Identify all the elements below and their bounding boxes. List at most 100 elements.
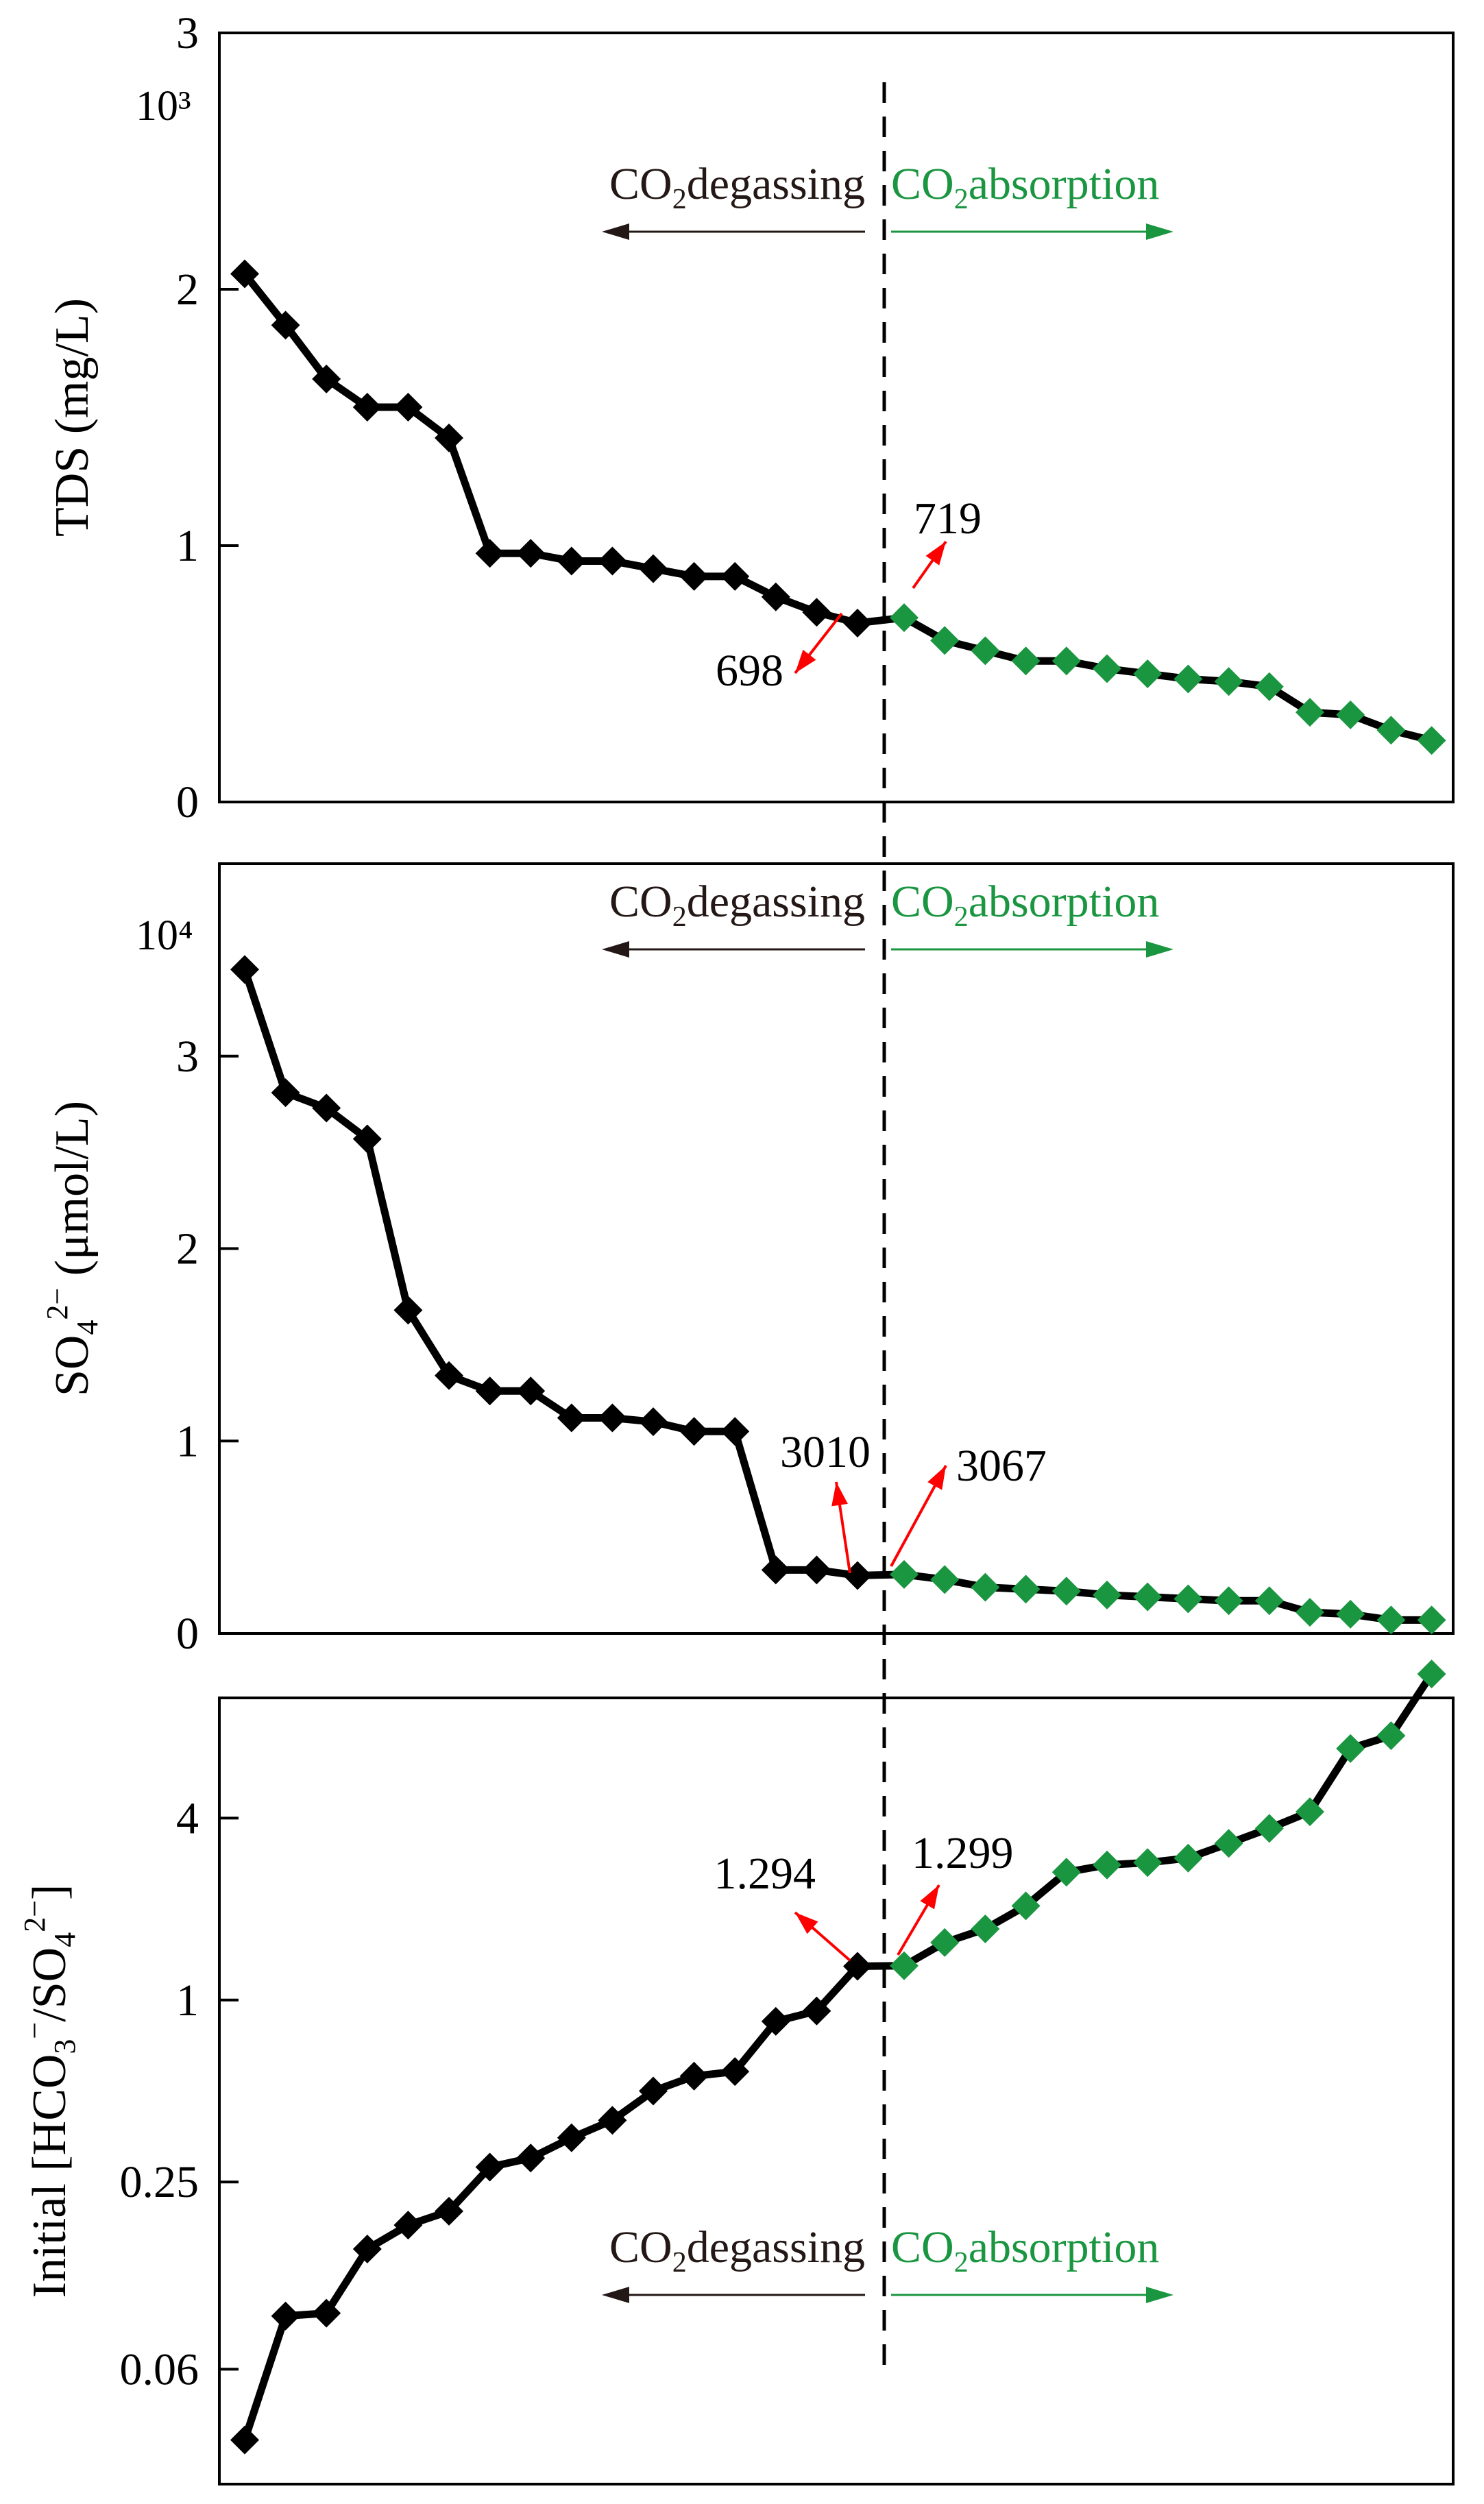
callout-arrowhead-left <box>795 1912 818 1934</box>
region-label-degassing: CO2degassing <box>609 877 865 933</box>
y-axis-label-sub: 4 <box>71 1320 104 1335</box>
data-point-absorption <box>1336 1599 1365 1629</box>
degassing-arrowhead <box>602 2287 629 2303</box>
data-point-degassing <box>679 561 709 591</box>
data-point-degassing <box>598 2106 627 2135</box>
data-point-absorption <box>1214 1586 1243 1616</box>
data-point-absorption <box>1214 1829 1243 1858</box>
region-label-absorption-sub: 2 <box>954 2247 969 2278</box>
data-point-degassing <box>230 2425 259 2455</box>
data-point-degassing <box>475 539 504 568</box>
callout-arrowhead-left <box>795 649 816 673</box>
data-point-absorption <box>1133 1582 1163 1612</box>
data-point-degassing <box>271 311 300 340</box>
absorption-arrowhead <box>1146 2287 1173 2303</box>
y-tick-label: 0.25 <box>120 2157 199 2207</box>
data-point-absorption <box>1011 1575 1041 1604</box>
callout-arrowhead-right <box>927 1466 946 1490</box>
data-point-absorption <box>1051 646 1081 676</box>
data-point-absorption <box>1093 1580 1121 1609</box>
region-label-absorption-sub: 2 <box>954 184 969 215</box>
data-point-degassing <box>802 1555 831 1585</box>
region-label-absorption: CO2absorption <box>891 159 1159 215</box>
region-label-absorption-rest: absorption <box>969 159 1160 209</box>
degassing-arrowhead <box>602 223 629 240</box>
region-label-absorption: CO2absorption <box>891 877 1159 933</box>
y-axis-label-part-6: 2− <box>18 1900 51 1932</box>
data-point-degassing <box>516 2143 546 2173</box>
data-point-degassing <box>312 2298 341 2328</box>
data-point-absorption <box>1417 1660 1446 1689</box>
callout-label-left: 698 <box>716 646 783 696</box>
data-point-degassing <box>475 2152 504 2182</box>
data-point-degassing <box>271 1078 300 1108</box>
data-point-absorption <box>1254 672 1284 701</box>
data-point-degassing <box>761 1555 790 1585</box>
region-label-absorption-rest: absorption <box>969 2222 1160 2272</box>
data-point-absorption <box>890 603 919 633</box>
region-label-degassing-rest: degassing <box>687 159 865 209</box>
data-point-degassing <box>352 2234 382 2263</box>
region-label-absorption-sub: 2 <box>954 901 969 933</box>
callout-label-left: 1.294 <box>714 1849 816 1899</box>
y-multiplier: 10³ <box>136 83 191 130</box>
data-point-absorption <box>1173 664 1203 694</box>
data-point-degassing <box>679 2061 709 2091</box>
y-axis-label-rest: (μmol/L) <box>46 1101 99 1288</box>
data-point-absorption <box>971 1914 1000 1943</box>
absorption-arrowhead <box>1146 223 1173 240</box>
data-point-absorption <box>1011 1891 1041 1921</box>
data-point-degassing <box>720 561 750 591</box>
y-tick-label: 0.06 <box>120 2344 199 2394</box>
data-point-absorption <box>1051 1577 1081 1606</box>
y-tick-label: 0 <box>176 1609 199 1659</box>
data-point-absorption <box>971 1572 1000 1602</box>
data-point-absorption <box>1376 716 1406 745</box>
region-label-degassing-main: CO <box>609 2222 672 2272</box>
data-point-degassing <box>720 1417 750 1446</box>
data-point-degassing <box>271 2301 300 2331</box>
data-point-degassing <box>435 423 463 452</box>
y-tick-label: 1 <box>176 521 199 571</box>
y-axis-label-sup: 2− <box>40 1288 74 1320</box>
region-label-absorption-main: CO <box>891 2222 954 2272</box>
data-point-absorption <box>1254 1814 1284 1843</box>
data-point-absorption <box>930 626 960 655</box>
y-axis-label: TDS (mg/L) <box>46 298 99 537</box>
data-point-degassing <box>557 546 586 576</box>
series-line <box>241 968 1432 1624</box>
data-point-degassing <box>802 598 831 627</box>
data-point-degassing <box>516 1376 546 1406</box>
absorption-arrowhead <box>1146 941 1173 958</box>
data-point-absorption <box>930 1565 960 1594</box>
data-point-absorption <box>1376 1605 1406 1635</box>
data-point-absorption <box>890 1559 919 1589</box>
data-point-absorption <box>1336 700 1365 729</box>
data-point-degassing <box>557 1403 586 1433</box>
data-point-absorption <box>930 1928 960 1957</box>
region-label-degassing-rest: degassing <box>687 877 865 927</box>
data-point-absorption <box>1296 1598 1324 1627</box>
data-point-degassing <box>475 1376 504 1406</box>
region-label-degassing-sub: 2 <box>672 901 687 933</box>
callout-arrowhead-right <box>920 1885 939 1910</box>
data-point-absorption <box>1254 1586 1284 1616</box>
y-axis-label-part-7: ] <box>23 1884 76 1900</box>
data-point-absorption <box>1296 698 1324 727</box>
data-point-degassing <box>435 2196 463 2226</box>
region-label-degassing-main: CO <box>609 159 672 209</box>
y-axis-label-part-3: − <box>18 2022 51 2039</box>
data-point-degassing <box>352 393 382 422</box>
data-point-degassing <box>639 1407 668 1437</box>
callout-label-right: 3067 <box>956 1441 1047 1491</box>
region-label-absorption-rest: absorption <box>969 877 1160 927</box>
data-point-degassing <box>312 1093 341 1123</box>
callout-arrowhead-right <box>925 542 946 566</box>
data-point-absorption <box>1051 1858 1081 1887</box>
data-point-absorption <box>1173 1843 1203 1873</box>
region-label-degassing-rest: degassing <box>687 2222 865 2272</box>
y-axis-label: Initial [HCO3−/SO42−] <box>18 1884 82 2298</box>
